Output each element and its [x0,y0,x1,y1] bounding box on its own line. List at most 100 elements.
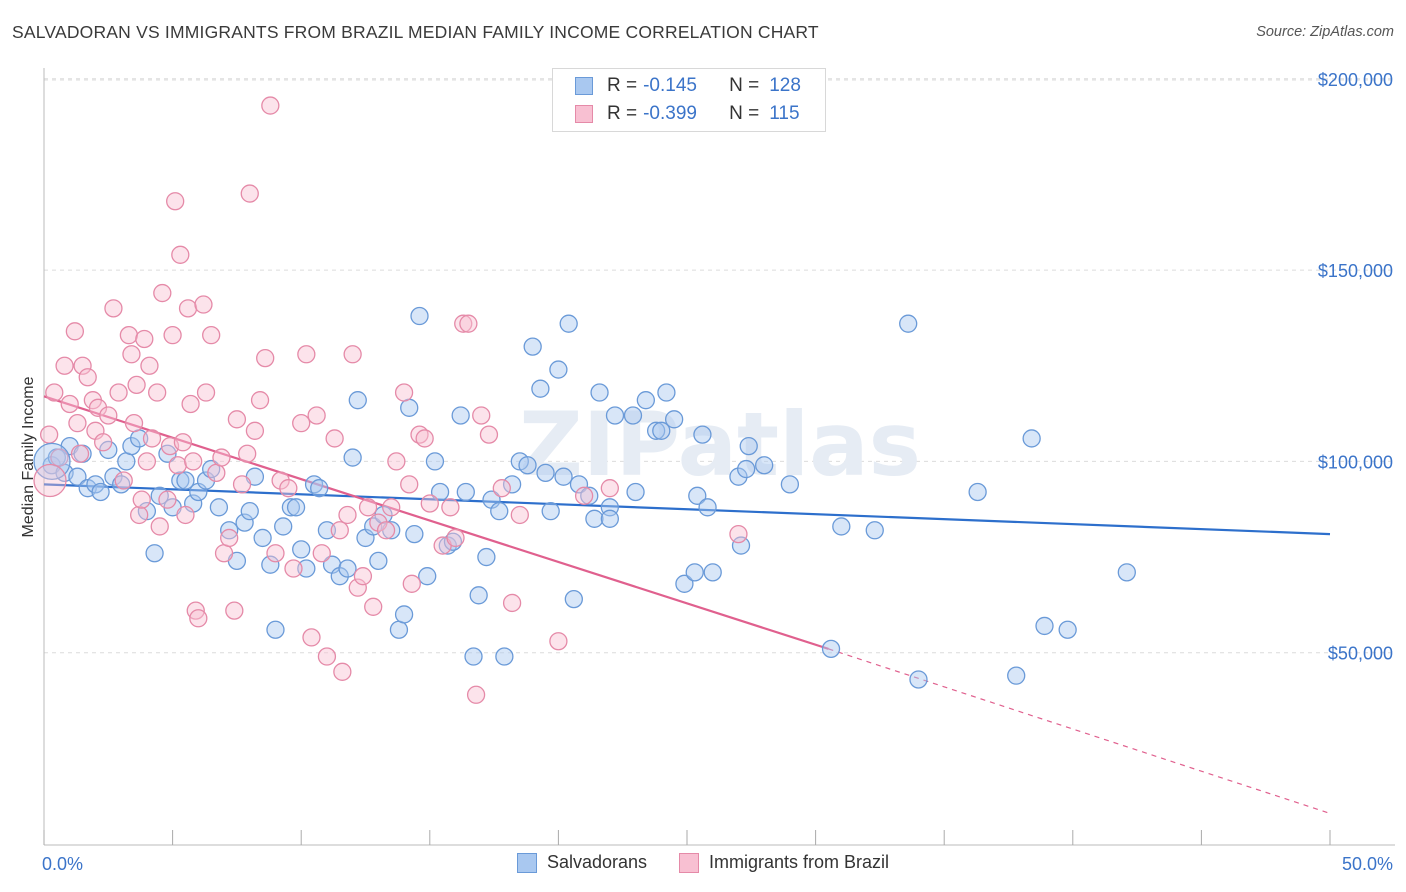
legend-swatch [516,852,537,873]
data-point [755,456,774,475]
data-point [451,406,470,425]
data-point [68,413,87,433]
data-point [325,429,344,448]
data-point [492,479,511,498]
x-tick-label: 50.0% [1342,854,1393,874]
r-label: R = [607,75,638,96]
data-point [343,448,362,467]
y-axis-label: Median Family Income [20,376,37,537]
data-point [531,379,550,398]
data-point [333,662,352,681]
series-0 [42,306,1136,689]
data-point [832,517,851,536]
data-point [348,578,367,597]
y-tick-label: $150,000 [1318,261,1393,281]
data-point [353,567,373,586]
data-point [317,647,337,666]
data-point [312,544,331,563]
data-point [266,620,285,639]
data-point [310,479,329,498]
data-point [171,471,190,490]
data-point [158,490,177,509]
n-value: 115 [769,103,800,124]
data-point [207,463,226,483]
legend-label: Salvadorans [546,852,648,872]
data-point [358,498,378,517]
data-point [178,299,198,318]
legend-swatch [575,77,593,95]
data-point [1022,429,1041,448]
n-label: N = [729,75,760,96]
data-point [469,586,488,605]
y-tick-label: $100,000 [1318,452,1393,472]
data-point [441,498,460,517]
data-point [88,398,108,417]
data-point [1058,620,1077,639]
data-point [189,609,208,628]
data-point [495,647,514,666]
r-value: -0.399 [643,103,697,124]
series-legend: Salvadorans Immigrants from Brazil [0,852,1406,873]
data-point [279,479,298,498]
data-point [137,452,157,471]
data-point [510,505,529,525]
data-point [348,391,367,410]
data-point [150,517,169,536]
data-point [33,442,71,481]
data-point [338,505,357,525]
data-point [502,475,522,494]
data-point [456,482,475,502]
data-point [1035,616,1054,636]
data-point [569,475,589,494]
data-points [33,96,1136,704]
data-point [446,528,465,548]
data-point [68,467,87,486]
data-point [703,563,722,582]
data-point [899,314,918,333]
data-point [580,486,599,505]
data-point [184,452,203,471]
data-point [652,421,671,440]
data-point [518,456,537,475]
data-point [410,306,429,326]
data-point [225,601,244,620]
legend-item-salvadorans: Salvadorans [516,852,648,873]
data-point [554,467,573,486]
data-point [472,406,491,425]
data-point [549,632,568,651]
data-point [415,429,434,448]
data-point [330,567,349,586]
data-point [119,325,139,345]
data-point [220,521,239,540]
data-point [50,448,69,467]
data-point [459,314,478,333]
n-label: N = [729,103,760,124]
data-point [284,559,303,578]
data-point [256,348,275,368]
data-point [688,486,707,505]
data-point [266,544,285,563]
data-point [238,444,257,463]
data-point [70,444,90,463]
data-point [117,452,136,471]
data-point [297,345,316,364]
data-point [338,559,357,578]
data-point [400,398,419,417]
data-point [541,501,560,521]
data-point [559,314,578,333]
data-point [675,574,694,593]
stats-legend: R = -0.145 N = 128 R = -0.399 N = 115 [552,68,826,132]
data-point [307,406,326,425]
data-point [253,528,272,548]
data-point [464,647,483,666]
legend-item-brazil: Immigrants from Brazil [679,852,889,873]
data-point [274,517,293,536]
data-point [132,490,151,509]
data-point [330,521,349,540]
data-point [55,356,74,375]
legend-swatch [575,105,593,123]
data-point [171,245,190,264]
data-point [140,356,159,375]
data-point [163,325,182,345]
data-point [153,283,172,303]
